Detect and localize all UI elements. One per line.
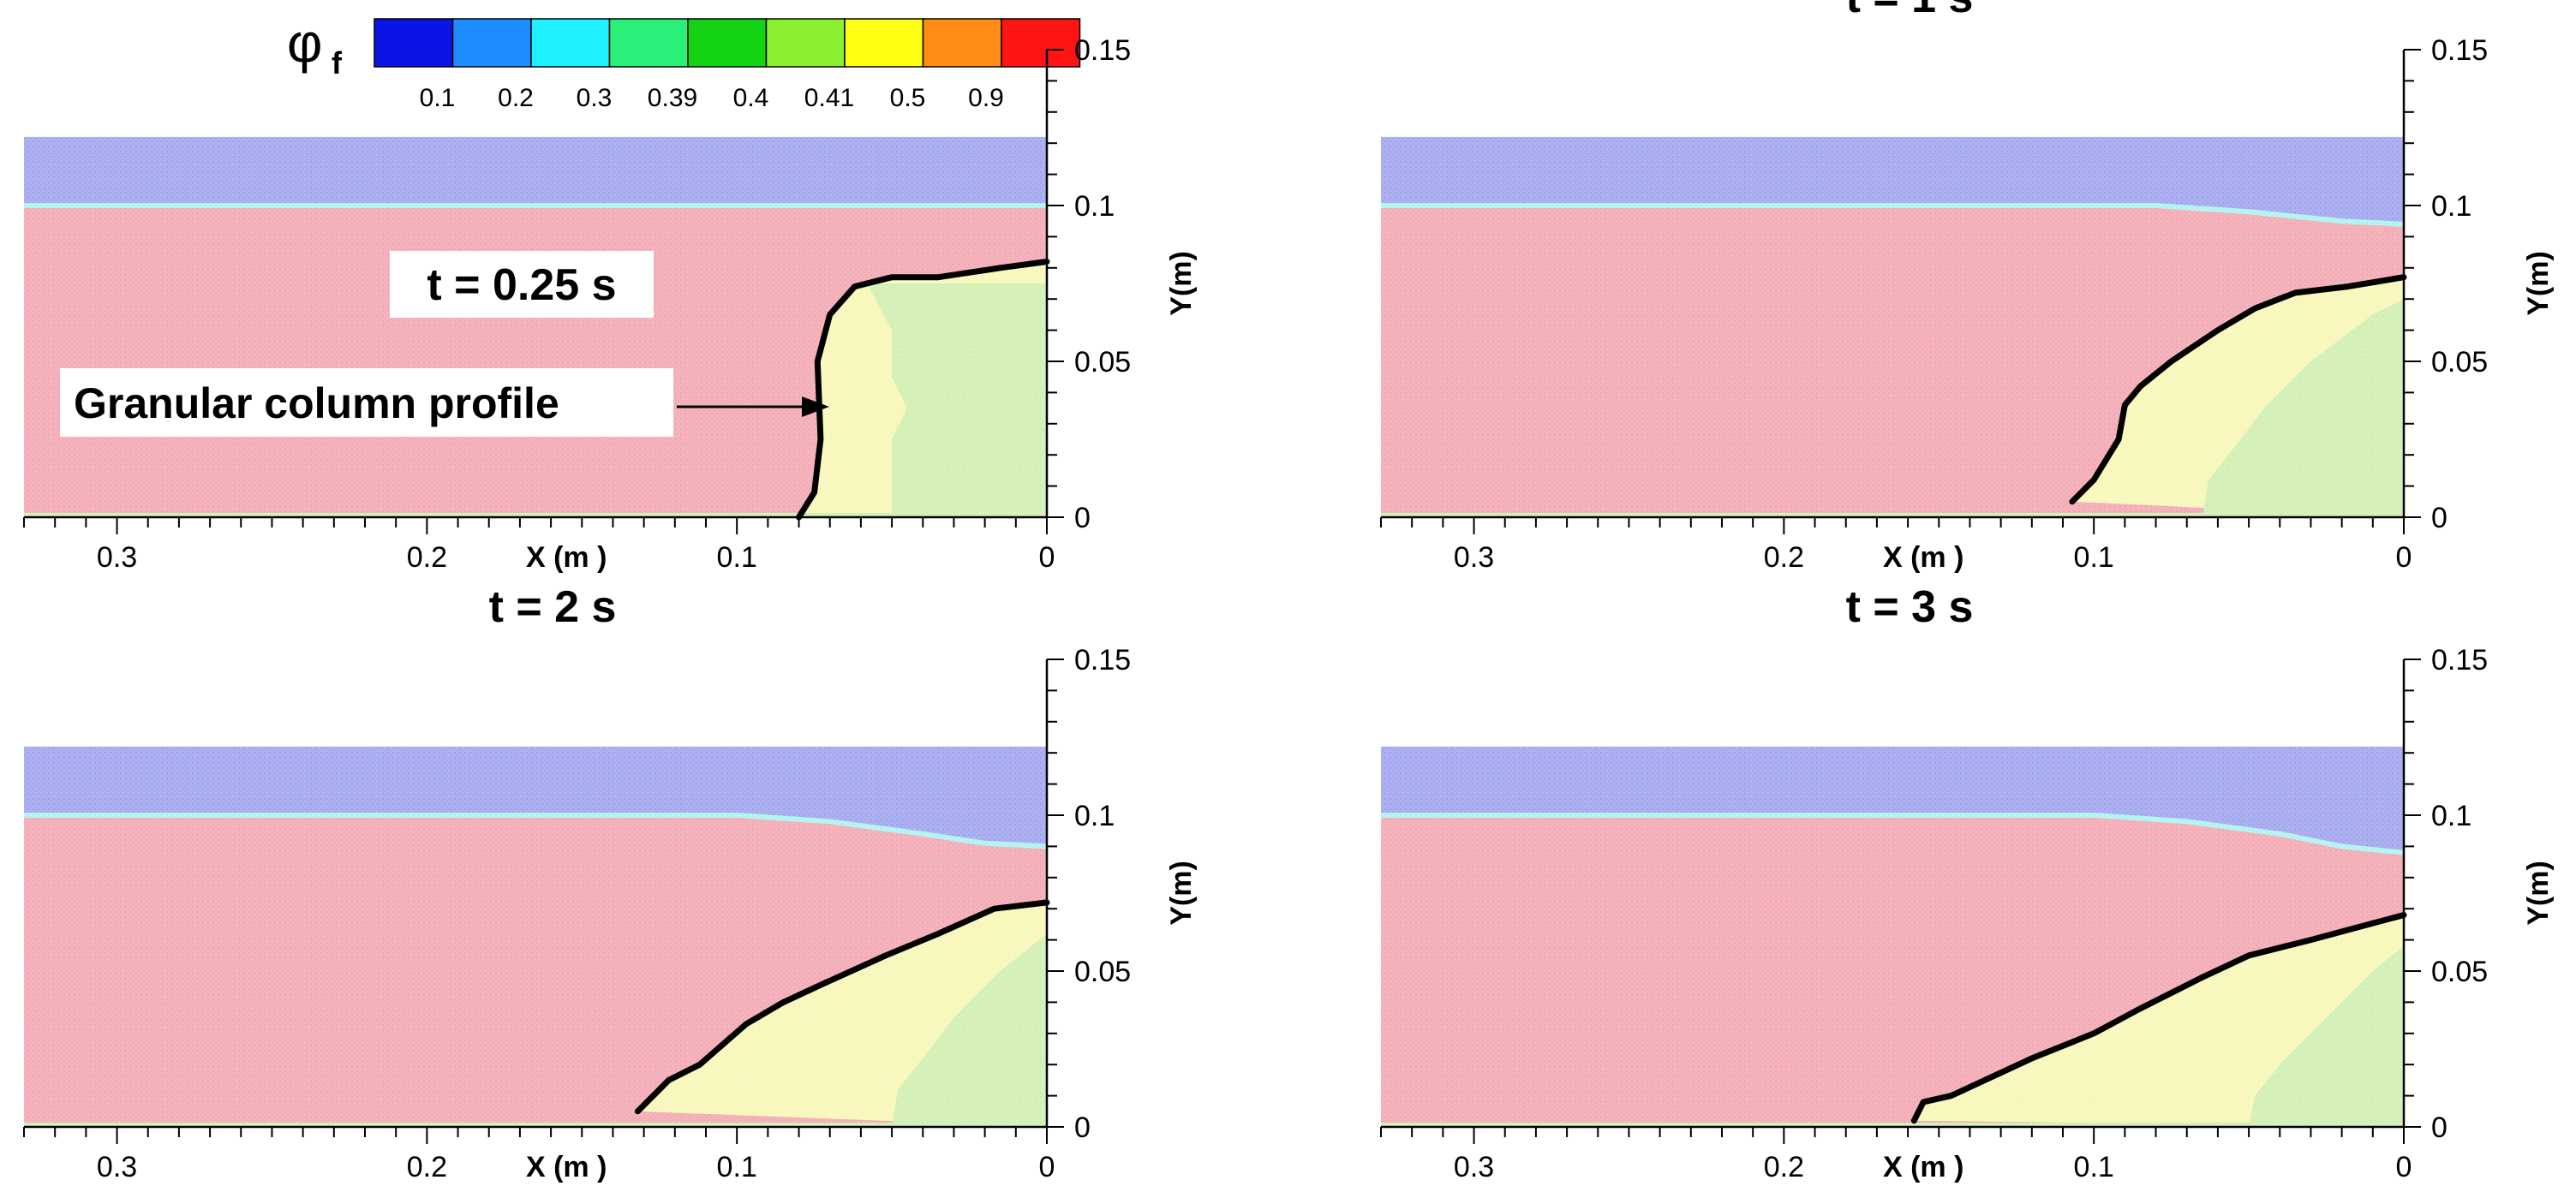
x-tick-label: 0.3 (97, 1151, 137, 1183)
colorbar-swatch (687, 18, 768, 68)
colorbar-swatch (530, 18, 611, 68)
mesh-overlay (1381, 136, 2404, 518)
y-tick-label: 0.05 (1074, 956, 1131, 988)
panel-title: t = 0.25 s (427, 260, 616, 310)
annotation-box (60, 368, 673, 437)
x-tick-label: 0.3 (97, 541, 137, 574)
panel-t-1s: 0.3 0.2 0.1 0 X (m ) 0 0.05 0.1 0.15 Y(m) t = 1 s (1380, 0, 2555, 574)
mesh-overlay (24, 746, 1047, 1127)
y-tick-label: 0 (1074, 502, 1091, 534)
colorbar-tick-label: 0.2 (498, 84, 534, 112)
colorbar-symbol: φ (287, 12, 323, 74)
x-tick-label: 0 (2396, 541, 2412, 574)
granular-profile-line (634, 899, 1050, 1115)
y-tick-label: 0.05 (2431, 956, 2488, 988)
y-tick-label: 0.1 (1074, 800, 1115, 832)
granular-profile-line (2069, 274, 2407, 505)
y-tick-label: 0.15 (1074, 34, 1131, 67)
colorbar-tick-label: 0.1 (420, 84, 456, 112)
colorbar-tick-label: 0.3 (577, 84, 613, 112)
y-tick-label: 0.1 (1074, 190, 1115, 223)
colorbar: φ f 0.1 0.2 0.3 0.39 0.4 0.41 0.5 0.9 (287, 12, 1081, 112)
y-tick-label: 0.05 (2431, 346, 2488, 378)
panel-title-box (390, 251, 654, 318)
x-tick-label: 0.1 (717, 1151, 757, 1183)
x-axis-label: X (m ) (1883, 541, 1963, 574)
mesh-overlay (24, 136, 1047, 518)
granular-profile-line (1910, 912, 2407, 1124)
panel-t-0-25s: 0.3 0.2 0.1 0 X (m ) 0 0.05 0.1 0.15 Y(m) t = 0.25… (23, 34, 1198, 574)
y-tick-label: 0 (2431, 1112, 2447, 1144)
x-tick-label: 0 (2396, 1151, 2412, 1183)
panel-t-2s: 0.3 0.2 0.1 0 X (m ) 0 0.05 0.1 0.15 Y(m) t = 2 s (23, 582, 1198, 1183)
y-tick-label: 0.1 (2431, 190, 2471, 223)
x-tick-label: 0.1 (2074, 541, 2114, 574)
colorbar-tick-label: 0.41 (804, 84, 854, 112)
y-axis-label: Y(m) (1165, 861, 1198, 926)
y-tick-label: 0.15 (1074, 644, 1131, 676)
x-axis-label: X (m ) (526, 541, 607, 574)
y-axis-label: Y(m) (1165, 251, 1198, 316)
colorbar-swatch (922, 18, 1002, 68)
colorbar-swatch (844, 18, 924, 68)
colorbar-labels: 0.1 0.2 0.3 0.39 0.4 0.41 0.5 0.9 (420, 84, 1004, 112)
panel-title: t = 3 s (1846, 582, 1974, 632)
panel-title: t = 2 s (489, 582, 617, 632)
colorbar-swatches (374, 18, 1081, 68)
panel-title: t = 1 s (1846, 0, 1974, 22)
x-tick-label: 0 (1039, 1151, 1055, 1183)
colorbar-tick-label: 0.4 (733, 84, 769, 112)
colorbar-swatch (765, 18, 846, 68)
colorbar-swatch (1001, 18, 1081, 68)
x-tick-label: 0.3 (1454, 1151, 1494, 1183)
profile-annotation: Granular column profile (60, 368, 829, 437)
colorbar-subscript: f (332, 45, 343, 80)
x-tick-label: 0.2 (1764, 1151, 1804, 1183)
x-tick-label: 0 (1039, 541, 1055, 574)
y-tick-label: 0.1 (2431, 800, 2471, 832)
x-axis-label: X (m ) (526, 1151, 607, 1183)
colorbar-swatch (451, 18, 532, 68)
y-tick-label: 0 (2431, 502, 2447, 534)
y-tick-label: 0.15 (2431, 644, 2488, 676)
y-axis-label: Y(m) (2522, 861, 2555, 926)
x-tick-label: 0.2 (1764, 541, 1804, 574)
x-axis-label: X (m ) (1883, 1151, 1963, 1183)
x-tick-label: 0.3 (1454, 541, 1494, 574)
colorbar-tick-label: 0.39 (648, 84, 697, 112)
colorbar-tick-label: 0.9 (968, 84, 1004, 112)
annotation-arrowhead (802, 396, 829, 417)
annotation-text: Granular column profile (74, 379, 559, 427)
mesh-overlay (1381, 746, 2404, 1127)
colorbar-swatch (374, 18, 454, 68)
y-tick-label: 0.05 (1074, 346, 1131, 378)
x-tick-label: 0.1 (2074, 1151, 2114, 1183)
y-tick-label: 0.15 (2431, 34, 2488, 67)
y-axis-label: Y(m) (2522, 251, 2555, 316)
granular-profile-line (796, 259, 1050, 521)
x-tick-label: 0.2 (407, 1151, 447, 1183)
x-tick-label: 0.1 (717, 541, 757, 574)
panel-t-3s: 0.3 0.2 0.1 0 X (m ) 0 0.05 0.1 0.15 Y(m) t = 3 s (1380, 582, 2555, 1183)
colorbar-swatch (608, 18, 689, 68)
x-tick-label: 0.2 (407, 541, 447, 574)
colorbar-tick-label: 0.5 (890, 84, 926, 112)
y-tick-label: 0 (1074, 1112, 1091, 1144)
